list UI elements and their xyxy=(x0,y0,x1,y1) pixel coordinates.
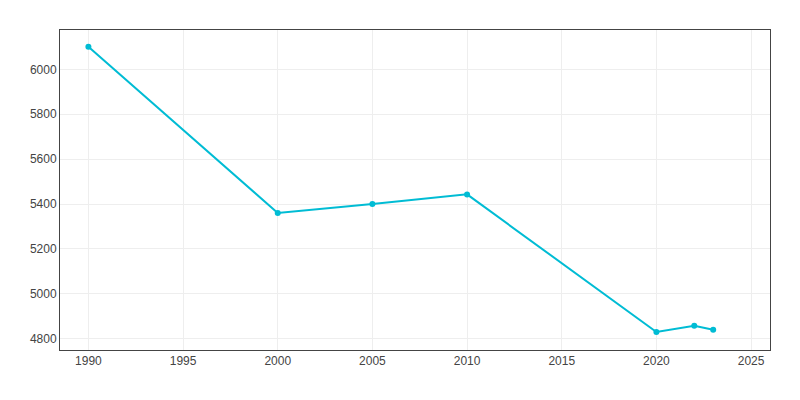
svg-text:2010: 2010 xyxy=(454,354,481,368)
svg-text:2000: 2000 xyxy=(264,354,291,368)
svg-text:5400: 5400 xyxy=(30,197,57,211)
svg-text:2015: 2015 xyxy=(548,354,575,368)
svg-text:2020: 2020 xyxy=(643,354,670,368)
svg-text:1995: 1995 xyxy=(170,354,197,368)
svg-text:5200: 5200 xyxy=(30,242,57,256)
svg-text:5000: 5000 xyxy=(30,287,57,301)
svg-text:2005: 2005 xyxy=(359,354,386,368)
svg-text:5600: 5600 xyxy=(30,152,57,166)
svg-text:2025: 2025 xyxy=(738,354,765,368)
svg-text:1990: 1990 xyxy=(75,354,102,368)
svg-text:4800: 4800 xyxy=(30,332,57,346)
svg-text:6000: 6000 xyxy=(30,63,57,77)
svg-text:5800: 5800 xyxy=(30,107,57,121)
